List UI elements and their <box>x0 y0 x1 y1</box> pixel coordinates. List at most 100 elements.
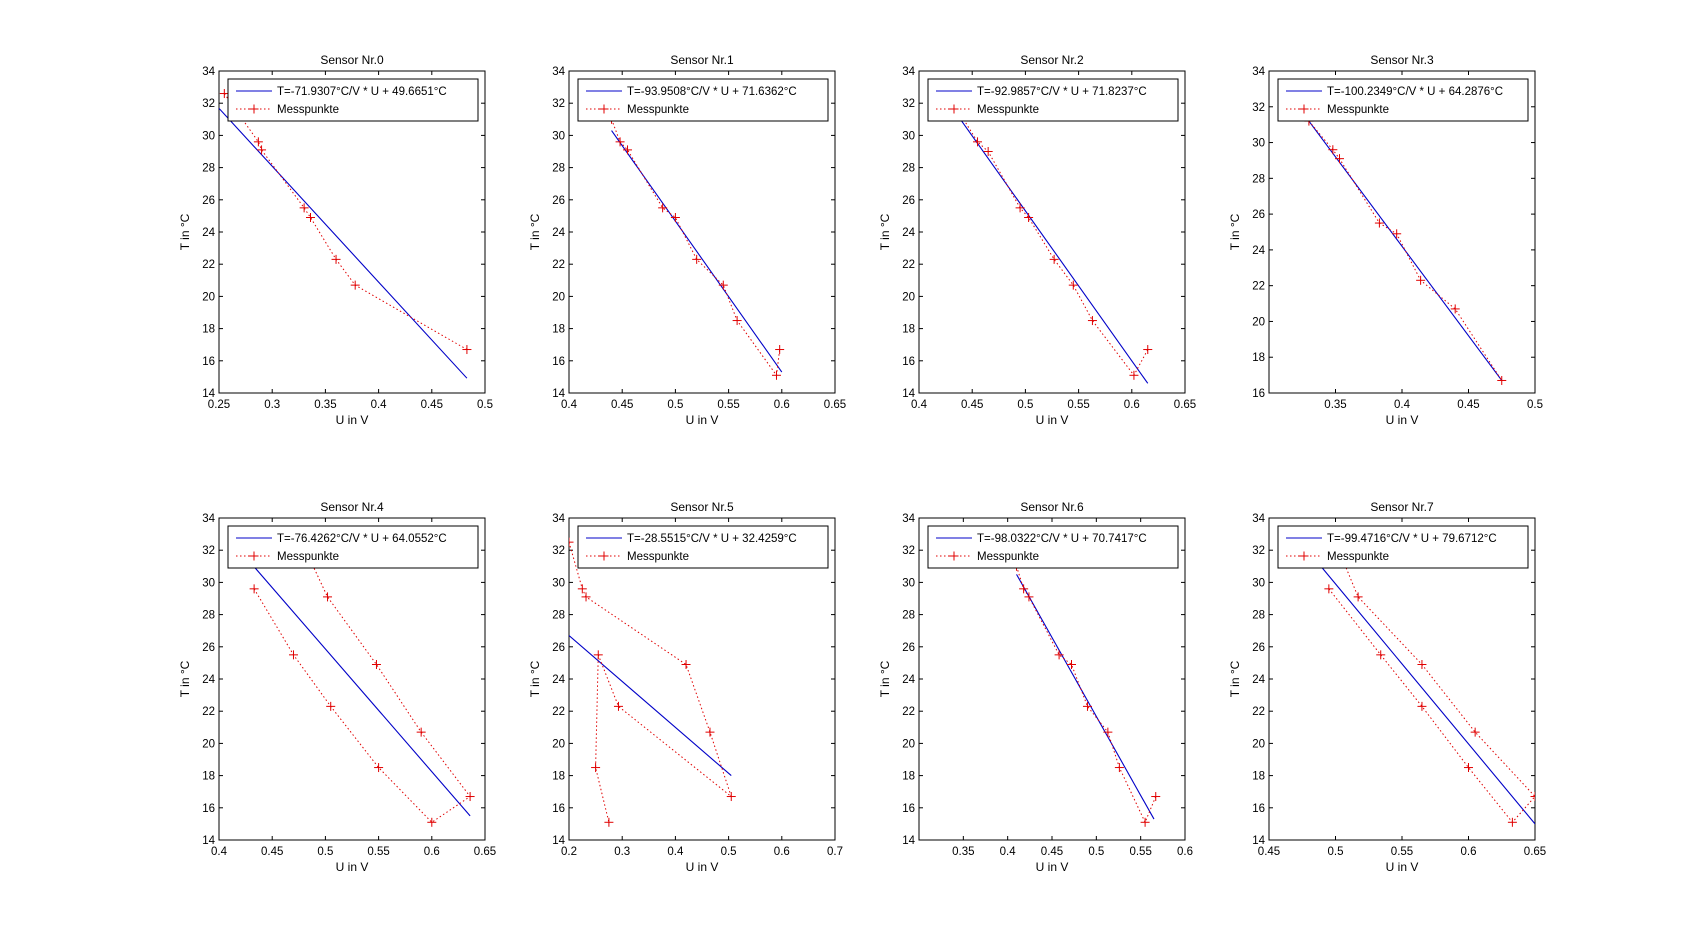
x-tick-label: 0.4 <box>371 399 388 411</box>
measurement-point <box>1324 584 1334 594</box>
measurement-point <box>1151 792 1161 802</box>
fit-line <box>1315 559 1535 825</box>
x-tick-label: 0.45 <box>261 846 283 858</box>
y-tick-label: 18 <box>1252 771 1265 783</box>
y-tick-label: 20 <box>202 738 215 750</box>
y-tick-label: 20 <box>902 738 915 750</box>
y-tick-label: 30 <box>552 130 565 142</box>
x-tick-label: 0.6 <box>774 846 790 858</box>
subplot-7: 0.45 0.5 0.55 0.6 0.65 14 16 18 20 22 24 26 28 30 32 34… <box>1228 500 1546 874</box>
y-tick-label: 26 <box>902 195 915 207</box>
y-tick-label: 24 <box>202 674 215 686</box>
measurement-point <box>1470 727 1480 737</box>
x-tick-label: 0.45 <box>421 399 443 411</box>
x-tick-label: 0.45 <box>1457 399 1479 411</box>
x-tick-label: 0.25 <box>208 399 230 411</box>
x-tick-label: 0.35 <box>952 846 974 858</box>
y-tick-label: 18 <box>552 771 565 783</box>
legend: T=-93.9508°C/V * U + 71.6362°C Messpunkte <box>577 78 829 122</box>
legend: T=-92.9857°C/V * U + 71.8237°C Messpunkte <box>927 78 1179 122</box>
data-layer <box>1012 561 1161 827</box>
x-tick-label: 0.5 <box>667 399 683 411</box>
data-layer <box>249 553 475 827</box>
x-tick-label: 0.5 <box>317 846 333 858</box>
legend-box <box>227 525 479 569</box>
measurement-point <box>249 584 259 594</box>
y-tick-label: 26 <box>552 195 565 207</box>
measurement-point <box>577 584 587 594</box>
legend-box <box>927 78 1179 122</box>
measurement-point <box>1054 650 1064 660</box>
y-tick-label: 14 <box>902 388 915 400</box>
subplot-6: 0.35 0.4 0.45 0.5 0.55 0.6 14 16 18 20 22 24 26 28 30 3… <box>878 500 1193 874</box>
legend-box <box>927 525 1179 569</box>
x-tick-label: 0.65 <box>1174 399 1196 411</box>
y-tick-label: 28 <box>1252 610 1265 622</box>
plot-area <box>218 70 486 394</box>
measurement-line <box>1016 566 1157 824</box>
y-tick-label: 30 <box>1252 138 1265 150</box>
measurement-point <box>973 137 983 147</box>
data-layer <box>219 89 472 379</box>
measurement-point <box>1507 817 1517 827</box>
subplot-4: 0.4 0.45 0.5 0.55 0.6 0.65 14 16 18 20 22 24 26 28 30 3… <box>178 500 496 874</box>
y-tick-label: 14 <box>1252 835 1265 847</box>
legend-fit-label: T=-71.9307°C/V * U + 49.6651°C <box>277 86 447 98</box>
measurement-point <box>427 817 437 827</box>
measurement-point <box>1464 763 1473 773</box>
x-tick-label: 0.45 <box>611 399 633 411</box>
x-axis-label: U in V <box>686 413 719 427</box>
x-tick-label: 0.4 <box>561 399 578 411</box>
measurement-line <box>569 542 733 823</box>
y-tick-label: 22 <box>552 706 565 718</box>
y-tick-label: 30 <box>1252 577 1265 589</box>
y-tick-label: 26 <box>1252 209 1265 221</box>
y-tick-label: 14 <box>552 835 565 847</box>
measurement-point <box>771 370 781 380</box>
x-tick-label: 0.65 <box>824 399 846 411</box>
measurement-line <box>253 558 471 823</box>
x-tick-label: 0.5 <box>1017 399 1033 411</box>
legend: T=-99.4716°C/V * U + 79.6712°C Messpunkte <box>1277 525 1529 569</box>
x-tick-label: 0.4 <box>1000 846 1017 858</box>
legend-box <box>577 78 829 122</box>
y-tick-label: 34 <box>202 66 215 78</box>
legend: T=-100.2349°C/V * U + 64.2876°C Messpunkt… <box>1277 78 1529 122</box>
measurement-point <box>219 89 229 99</box>
y-tick-label: 30 <box>902 577 915 589</box>
y-tick-label: 14 <box>902 835 915 847</box>
measurement-point <box>1049 254 1059 264</box>
y-tick-label: 22 <box>902 259 915 271</box>
x-tick-label: 0.4 <box>211 846 228 858</box>
y-tick-label: 26 <box>902 642 915 654</box>
y-tick-label: 32 <box>902 545 915 557</box>
y-tick-label: 26 <box>1252 642 1265 654</box>
y-tick-label: 20 <box>902 291 915 303</box>
legend: T=-76.4262°C/V * U + 64.0552°C Messpunkte <box>227 525 479 569</box>
plot-area <box>918 517 1186 841</box>
y-tick-label: 34 <box>552 66 565 78</box>
measurement-point <box>1497 375 1507 385</box>
x-axis-label: U in V <box>1386 860 1419 874</box>
measurement-point <box>1140 817 1150 827</box>
legend-measure-label: Messpunkte <box>627 551 689 563</box>
y-tick-label: 32 <box>902 98 915 110</box>
x-tick-label: 0.5 <box>721 846 737 858</box>
y-tick-label: 24 <box>1252 674 1265 686</box>
y-tick-label: 24 <box>552 227 565 239</box>
data-layer <box>1304 116 1507 385</box>
y-axis-label: T in °C <box>878 660 892 697</box>
measurement-point <box>1024 213 1034 223</box>
x-tick-label: 0.4 <box>1394 399 1411 411</box>
fit-line <box>219 107 468 379</box>
legend-box <box>577 525 829 569</box>
measurement-point <box>705 727 715 737</box>
measurement-point <box>465 792 475 802</box>
chart-title: Sensor Nr.3 <box>1370 53 1434 67</box>
measurement-point <box>569 537 574 547</box>
data-layer <box>1315 553 1535 827</box>
legend-fit-label: T=-76.4262°C/V * U + 64.0552°C <box>277 533 447 545</box>
y-tick-label: 22 <box>202 706 215 718</box>
x-axis-label: U in V <box>336 860 369 874</box>
chart-title: Sensor Nr.6 <box>1020 500 1084 514</box>
